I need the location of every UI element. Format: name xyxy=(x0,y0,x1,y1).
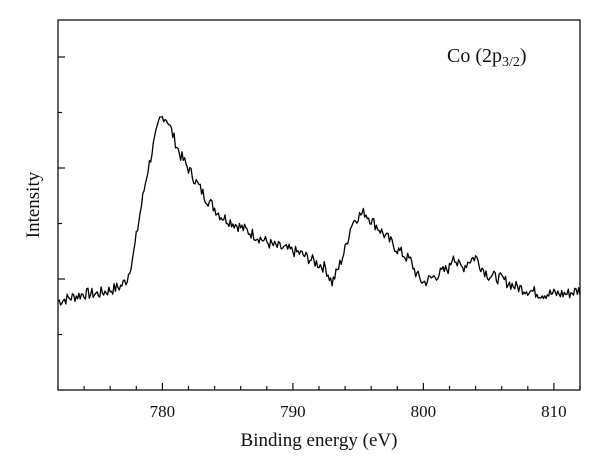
y-axis-label: Intensity xyxy=(23,171,44,238)
x-tick-label: 810 xyxy=(541,402,567,421)
x-tick-label: 780 xyxy=(150,402,176,421)
x-axis-tick-labels: 780 790 800 810 xyxy=(150,402,567,421)
x-tick-label: 800 xyxy=(411,402,437,421)
plot-frame xyxy=(57,19,581,391)
x-tick-label: 790 xyxy=(280,402,306,421)
spectrum-line xyxy=(57,116,581,306)
x-axis-ticks xyxy=(83,383,581,390)
annotation-co-2p: Co (2p3/2) xyxy=(447,45,527,70)
y-axis-ticks xyxy=(58,56,65,336)
x-axis-label: Binding energy (eV) xyxy=(241,430,398,451)
